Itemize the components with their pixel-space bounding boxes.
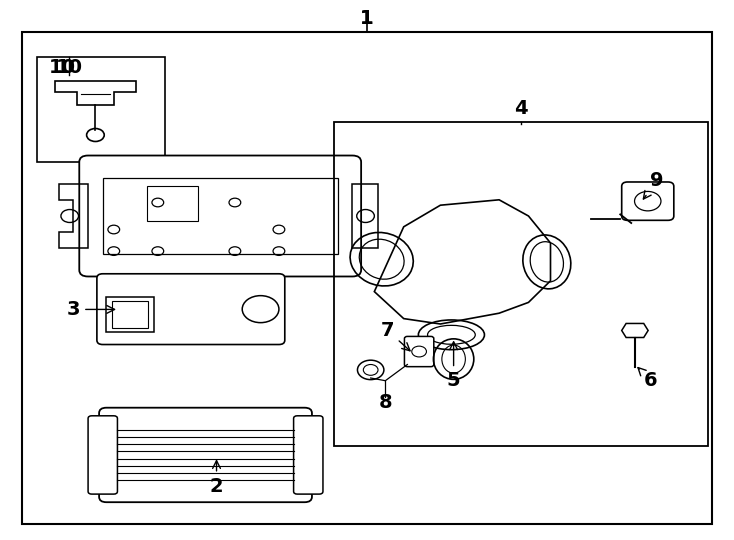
Bar [37,57,165,162]
Bar [147,186,198,221]
FancyBboxPatch shape [404,336,434,367]
Text: 10: 10 [56,58,82,77]
Text: 1: 1 [360,9,374,29]
Text: 10: 10 [49,58,76,77]
FancyBboxPatch shape [97,274,285,345]
Text: 5: 5 [447,342,460,390]
FancyBboxPatch shape [79,156,361,276]
FancyBboxPatch shape [622,182,674,220]
Text: 1: 1 [360,9,374,29]
Bar [112,301,148,328]
Text: 2: 2 [210,461,223,496]
Text: 9: 9 [644,171,664,199]
FancyBboxPatch shape [88,416,117,494]
Text: 7: 7 [381,321,410,351]
FancyBboxPatch shape [294,416,323,494]
Text: 8: 8 [379,393,392,412]
Bar [106,297,154,332]
Text: 6: 6 [638,368,658,390]
Bar [334,122,708,446]
FancyBboxPatch shape [99,408,312,502]
Bar [103,178,338,254]
Text: 4: 4 [515,98,528,118]
Text: 3: 3 [67,300,115,319]
